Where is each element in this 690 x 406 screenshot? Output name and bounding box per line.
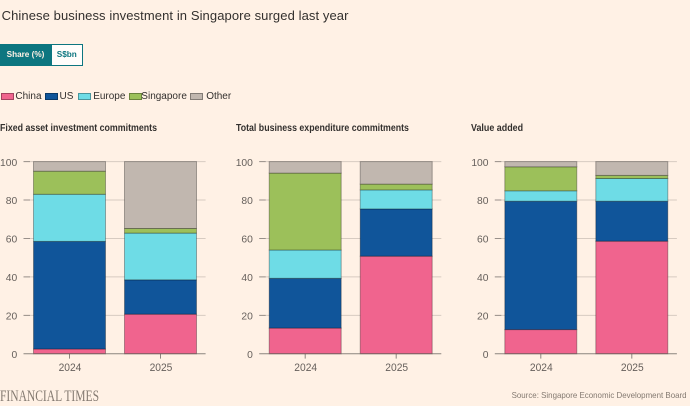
- svg-text:40: 40: [6, 273, 18, 284]
- svg-text:80: 80: [477, 196, 489, 207]
- svg-text:2025: 2025: [150, 362, 173, 374]
- svg-text:20: 20: [6, 312, 18, 323]
- svg-text:40: 40: [241, 273, 253, 284]
- svg-text:0: 0: [11, 350, 17, 361]
- svg-text:0: 0: [483, 350, 489, 361]
- svg-text:100: 100: [0, 158, 17, 169]
- svg-text:60: 60: [6, 235, 18, 246]
- svg-text:60: 60: [241, 235, 253, 246]
- svg-text:100: 100: [236, 158, 253, 169]
- svg-text:0: 0: [247, 350, 253, 361]
- svg-text:2024: 2024: [530, 362, 553, 374]
- svg-text:2025: 2025: [385, 362, 408, 374]
- svg-text:20: 20: [477, 312, 489, 323]
- svg-text:40: 40: [477, 273, 489, 284]
- svg-text:60: 60: [477, 235, 489, 246]
- svg-text:2025: 2025: [621, 362, 644, 374]
- svg-text:20: 20: [241, 312, 253, 323]
- svg-text:100: 100: [471, 158, 488, 169]
- svg-text:2024: 2024: [294, 362, 317, 374]
- svg-text:80: 80: [241, 196, 253, 207]
- svg-text:2024: 2024: [59, 362, 82, 374]
- svg-text:80: 80: [6, 196, 18, 207]
